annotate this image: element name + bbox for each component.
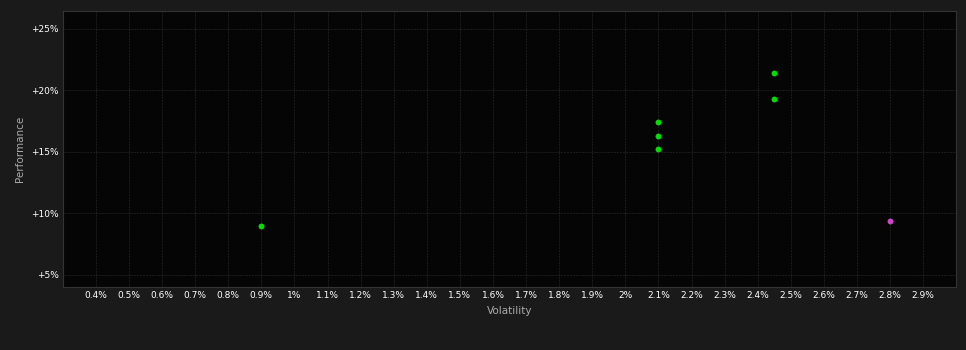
Point [882, 218, 897, 223]
Y-axis label: Performance: Performance [15, 116, 25, 182]
Point [651, 120, 667, 125]
Point [254, 223, 270, 228]
Point [767, 96, 782, 102]
Point [651, 147, 667, 152]
Point [651, 133, 667, 139]
Point [767, 70, 782, 76]
X-axis label: Volatility: Volatility [487, 306, 532, 316]
